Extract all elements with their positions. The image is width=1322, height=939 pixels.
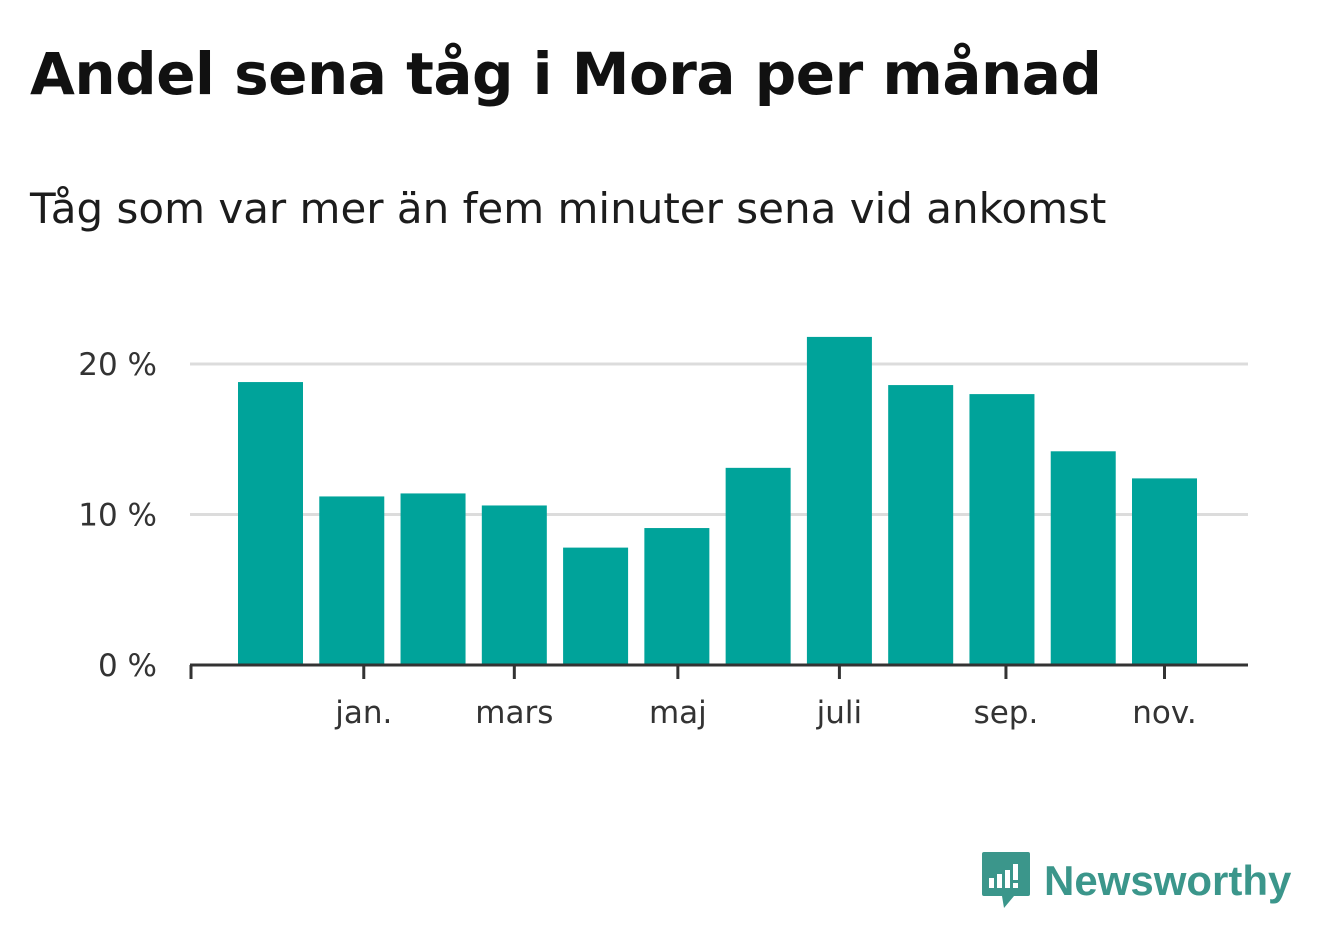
bar-feb <box>400 493 466 665</box>
bar-april <box>563 547 629 665</box>
bar-nov <box>1132 478 1197 665</box>
newsworthy-logo: Newsworthy <box>980 850 1291 912</box>
x-tick-label: mars <box>475 695 553 731</box>
chart-title: Andel sena tåg i Mora per månad <box>30 40 1102 108</box>
bar-sep <box>969 394 1035 665</box>
bar-chart: 0 % 10 % 20 % jan. mars maj juli sep. nov. <box>78 336 1248 731</box>
x-tick-label: juli <box>816 695 863 731</box>
bar-mars <box>481 505 547 665</box>
bar-dec <box>238 382 303 665</box>
bar-aug <box>888 385 954 665</box>
brand-name: Newsworthy <box>1044 857 1292 904</box>
x-tick-label: sep. <box>974 695 1039 731</box>
y-tick-label: 0 % <box>98 648 157 684</box>
chart-subtitle: Tåg som var mer än fem minuter sena vid … <box>30 184 1107 233</box>
x-axis-ticks: jan. mars maj juli sep. nov. <box>334 665 1197 731</box>
x-axis <box>189 663 1248 679</box>
y-tick-label: 10 % <box>78 498 157 534</box>
x-tick-label: maj <box>649 695 707 731</box>
bar-juli <box>806 336 872 665</box>
x-tick-label: jan. <box>334 695 392 731</box>
x-tick-label: nov. <box>1132 695 1196 731</box>
bar-juni <box>725 467 791 665</box>
bars <box>238 336 1197 665</box>
bar-maj <box>644 528 710 665</box>
bar-jan <box>319 496 385 665</box>
y-tick-label: 20 % <box>78 347 157 383</box>
newsworthy-logo-icon <box>982 852 1030 908</box>
bar-okt <box>1050 451 1116 665</box>
y-axis-ticks: 0 % 10 % 20 % <box>78 347 157 684</box>
